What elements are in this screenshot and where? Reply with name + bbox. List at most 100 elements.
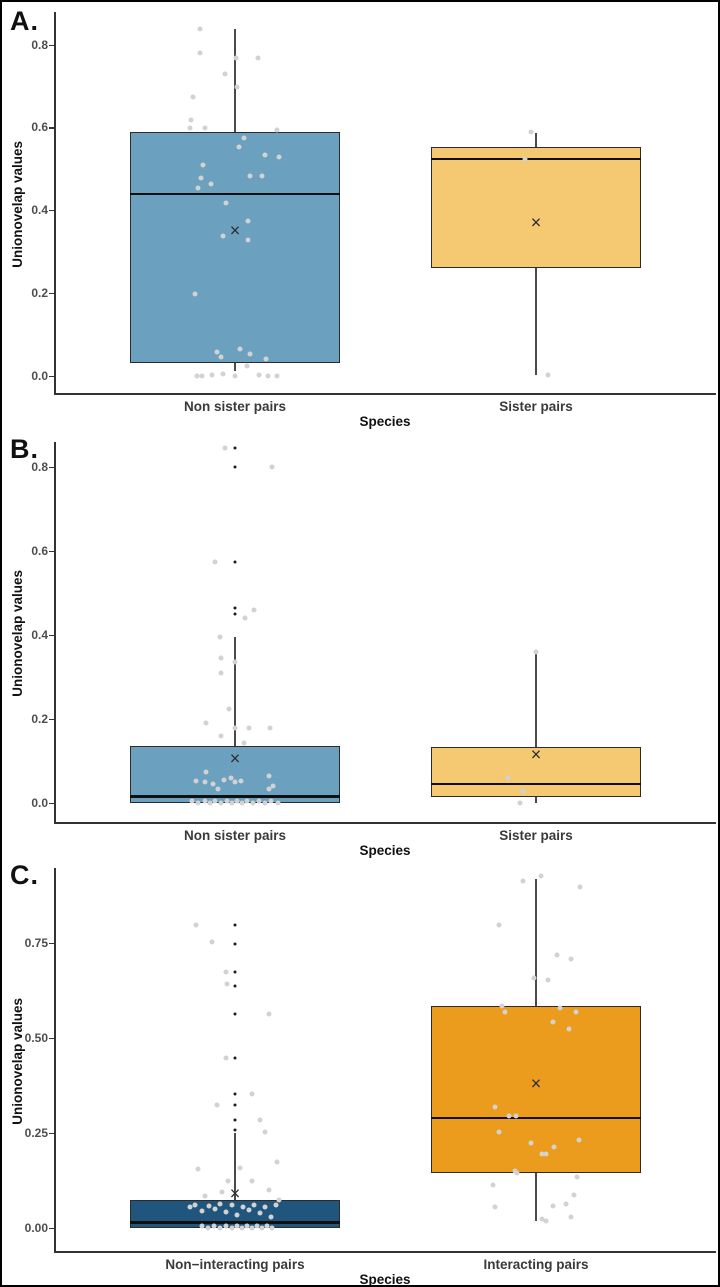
jitter-point [218,354,224,360]
jitter-point [274,1159,280,1165]
mean-marker: × [530,1073,542,1094]
jitter-point [539,1151,545,1157]
y-tick-label: 0.00 [24,1220,48,1235]
jitter-point [250,800,256,806]
jitter-point [237,346,243,352]
outlier-point [233,612,237,616]
y-tick-label: 0.2 [31,711,48,726]
jitter-point [249,1091,255,1097]
jitter-point [528,1140,534,1146]
jitter-point [218,670,224,676]
jitter-point [209,939,215,945]
jitter-point [195,185,201,191]
jitter-point [568,956,574,962]
upper-whisker [535,132,537,147]
x-category-label: Non−interacting pairs [165,1257,305,1272]
outlier-point [233,560,237,564]
jitter-point [208,181,214,187]
median-line [130,795,340,798]
y-tick [49,1038,54,1040]
jitter-point [520,878,526,884]
jitter-point [550,1019,556,1025]
jitter-point [189,798,195,804]
jitter-point [215,786,221,792]
jitter-point [192,291,198,297]
jitter-point [236,144,242,150]
jitter-point [520,788,526,793]
jitter-point [238,778,244,784]
lower-whisker [234,363,236,372]
lower-whisker [535,797,537,804]
jitter-point [563,1201,569,1207]
jitter-point [262,800,268,806]
x-axis-title: Species [359,1272,411,1287]
jitter-point [240,1204,246,1210]
jitter-point [269,1225,275,1231]
y-tick [49,293,54,295]
x-category-label: Non sister pairs [183,399,287,414]
x-category-label: Sister pairs [499,828,573,843]
y-tick [49,550,54,552]
jitter-point [270,783,276,789]
y-tick-label: 0.8 [31,37,48,52]
y-tick [49,634,54,636]
x-axis-line [54,393,716,395]
jitter-point [194,373,200,379]
jitter-point [274,373,280,379]
jitter-point [262,152,268,158]
y-tick [49,375,54,378]
jitter-point [505,775,511,781]
jitter-point [217,1201,223,1207]
jitter-point [239,1225,245,1231]
x-category-label: Sister pairs [499,399,573,414]
jitter-point [197,50,203,56]
jitter-point [218,800,224,806]
jitter-point [257,1210,263,1216]
jitter-point [199,1208,205,1214]
jitter-point [492,1104,498,1110]
jitter-point [202,798,208,804]
jitter-point [262,1204,268,1210]
jitter-point [209,372,215,378]
jitter-point [266,786,272,792]
panel-b: B. Unionovelap values 0.0 0.2 0.4 0.6 0.8 × × … [2,430,718,858]
mean-marker: × [530,212,542,233]
jitter-point [222,445,228,451]
jitter-point [218,733,224,739]
y-tick [49,1132,54,1135]
panel-c: C. Unionovelap values 0.00 0.25 0.50 0.75 × ×… [2,856,718,1285]
jitter-point [241,135,247,141]
jitter-point [228,775,234,781]
median-line [431,783,641,786]
outlier-point [233,1118,237,1122]
jitter-point [533,649,539,655]
jitter-point [203,720,209,726]
jitter-point [545,372,551,378]
jitter-point [223,1209,229,1215]
jitter-point [499,1003,505,1009]
jitter-point [256,372,262,378]
jitter-point [502,1009,508,1015]
jitter-point [214,349,220,355]
jitter-point [232,373,238,379]
jitter-point [197,26,203,32]
jitter-point [212,559,218,565]
jitter-point [513,1113,519,1119]
jitter-point [244,363,250,369]
jitter-point [206,1203,212,1209]
jitter-point [568,1214,574,1220]
box [431,1006,641,1174]
jitter-point [571,1192,577,1198]
jitter-point [220,233,226,239]
jitter-point [218,655,224,661]
jitter-point [263,356,269,362]
jitter-point [514,1170,520,1176]
jitter-point [223,969,229,975]
jitter-point [221,777,227,783]
jitter-point [232,779,238,785]
jitter-point [242,615,248,621]
jitter-point [245,237,251,243]
box [431,146,641,268]
jitter-point [576,1137,582,1143]
jitter-point [246,1207,252,1213]
